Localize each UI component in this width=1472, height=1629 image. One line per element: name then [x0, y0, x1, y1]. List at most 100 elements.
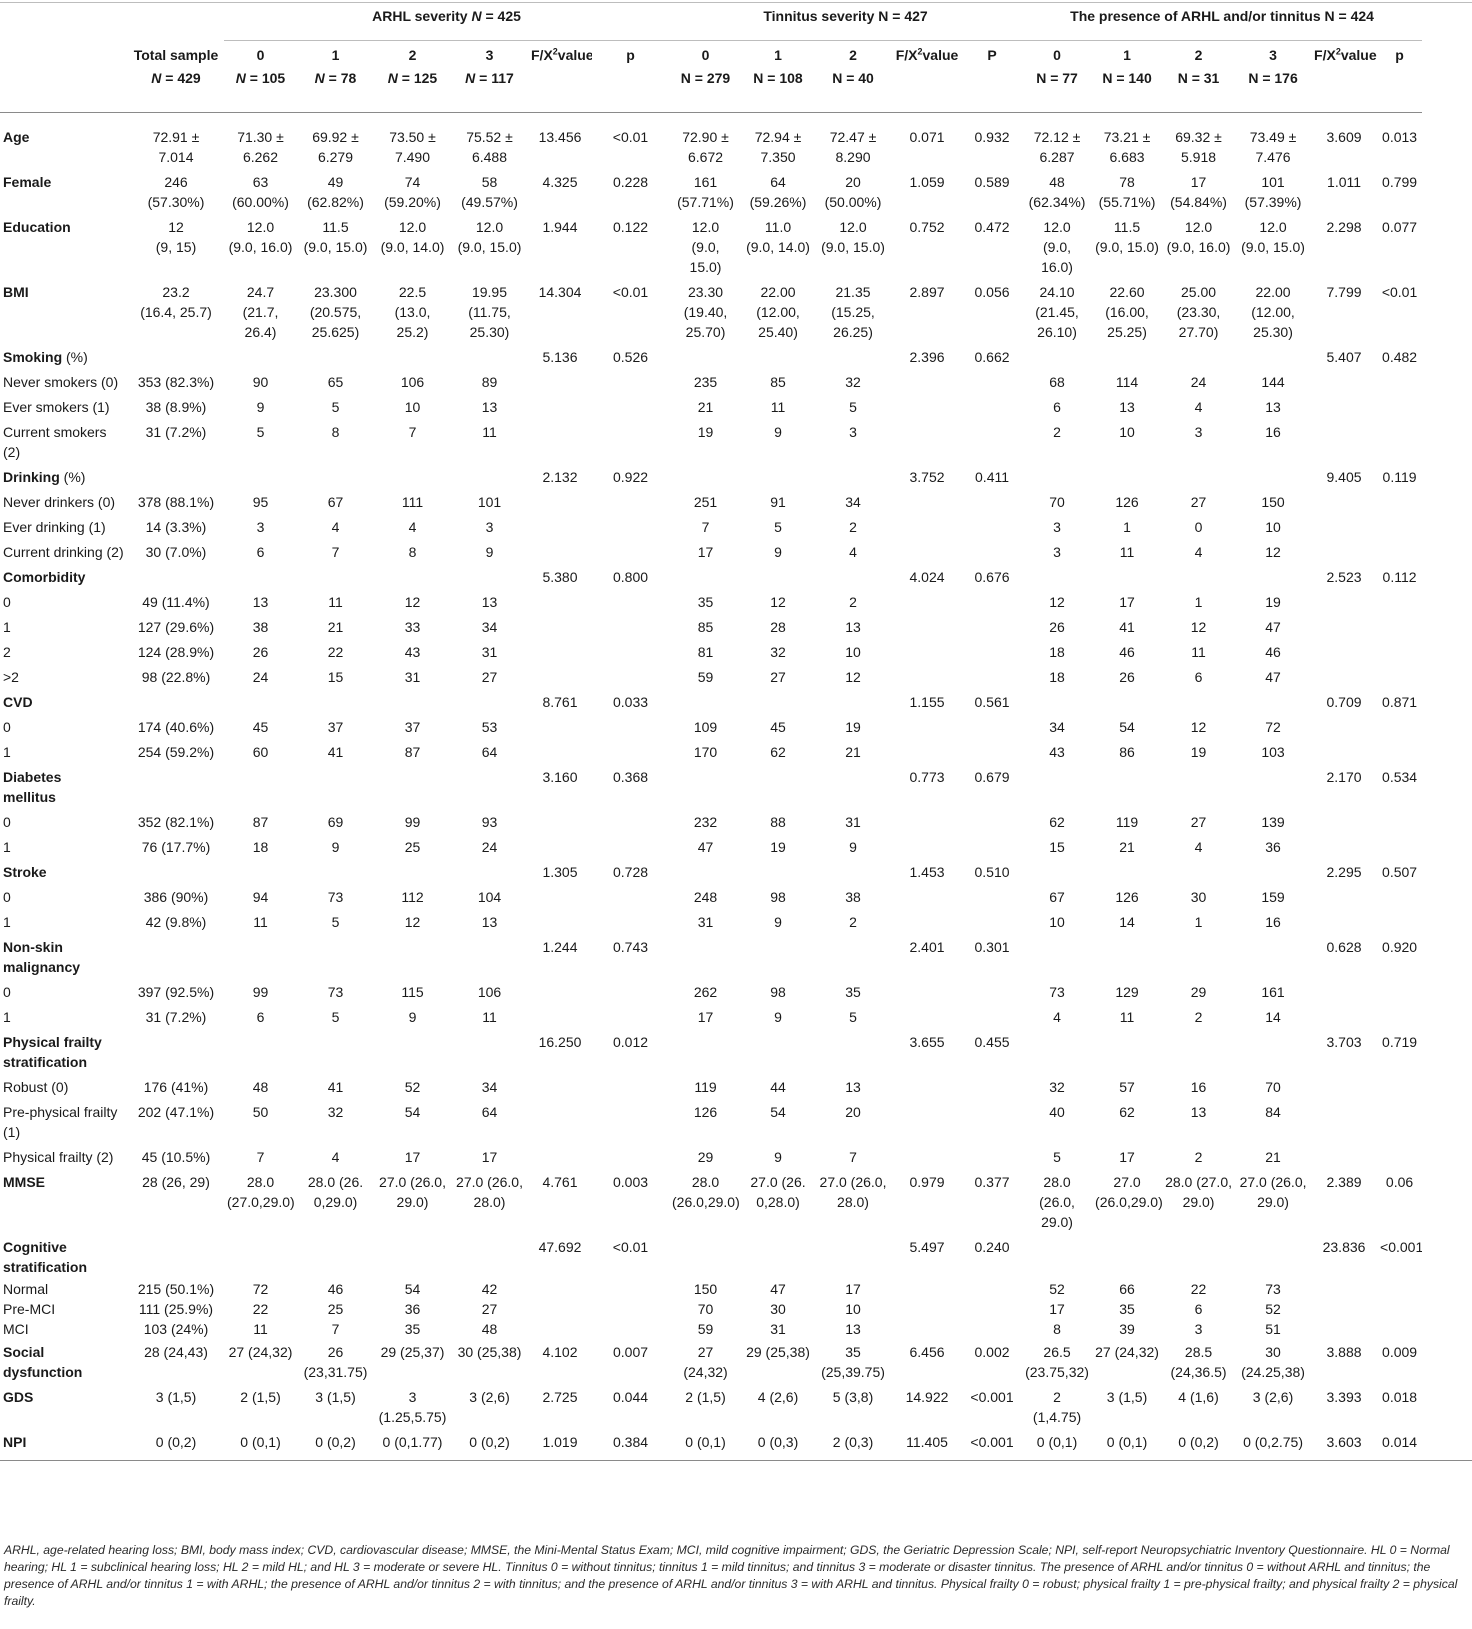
table-cell: 2.389	[1326, 1174, 1362, 1190]
table-cell: 26	[1119, 669, 1135, 685]
table-cell: 5 (3,8)	[832, 1389, 874, 1405]
table-cell: 144	[1261, 374, 1285, 390]
table-cell	[892, 739, 962, 764]
table-cell	[1162, 934, 1235, 979]
table-cell	[224, 564, 297, 589]
table-cell: 4	[331, 519, 340, 535]
table-cell: 6	[1194, 1301, 1203, 1317]
table-cell	[1092, 464, 1162, 489]
table-cell: 91	[770, 494, 786, 510]
table-cell	[962, 614, 1022, 639]
table-cell: 397 (92.5%)	[137, 984, 215, 1000]
table-cell: 17	[697, 544, 714, 560]
table-cell	[1377, 714, 1422, 739]
table-cell: 12.0 (9.0, 14.0)	[380, 219, 445, 255]
table-cell: 85	[770, 374, 786, 390]
table-cell	[297, 859, 374, 884]
table-cell: 0.411	[975, 469, 1010, 485]
table-cell: 7	[331, 544, 340, 560]
filler-cell	[1422, 369, 1472, 394]
table-cell: 28.0 (26. 0,29.0)	[307, 1174, 364, 1210]
table-cell: 27.0 (26.0, 28.0)	[456, 1174, 523, 1210]
table-cell	[297, 689, 374, 714]
table-row: Ever smokers (1) 38 (8.9%) 9 5 10 13 21 11 5 6 13 4…	[0, 394, 1472, 419]
table-cell: 101	[477, 494, 502, 510]
table-cell: 87	[404, 744, 421, 760]
table-cell: <0.001	[1380, 1239, 1423, 1255]
row-label: 0	[0, 714, 128, 739]
table-cell	[1377, 1319, 1422, 1339]
table-cell: 6	[256, 1009, 265, 1025]
table-cell	[592, 884, 669, 909]
table-cell	[451, 764, 528, 809]
table-cell: 47	[1265, 669, 1281, 685]
table-cell: 38	[252, 619, 269, 635]
table-cell: 47	[770, 1281, 786, 1297]
table-cell	[374, 1029, 451, 1074]
filler-cell	[1422, 809, 1472, 834]
table-cell: 159	[1261, 889, 1285, 905]
row-label: Never drinkers (0)	[0, 489, 128, 514]
table-cell: 4 (1,6)	[1178, 1389, 1219, 1405]
table-cell: 66	[1119, 1281, 1135, 1297]
table-cell	[892, 514, 962, 539]
table-cell: 13.456	[538, 129, 582, 145]
row-label: Physical frailty (2)	[0, 1144, 128, 1169]
table-cell: 47.692	[538, 1239, 582, 1255]
table-cell: 5	[331, 399, 340, 415]
table-row: 0 174 (40.6%) 45 37 37 53 109 45 19 34 54 12 72	[0, 714, 1472, 739]
table-cell	[1092, 1234, 1162, 1279]
table-cell: 126	[1115, 889, 1139, 905]
table-cell: 34	[481, 619, 498, 635]
presence-0-header: 0 N = 77	[1022, 40, 1093, 113]
table-cell: 0.301	[974, 939, 1010, 955]
table-cell: 10	[845, 644, 861, 660]
table-cell	[1022, 1234, 1092, 1279]
table-cell	[962, 909, 1022, 934]
table-cell	[528, 489, 592, 514]
table-cell: 46	[1265, 644, 1281, 660]
table-cell: 1	[1194, 594, 1203, 610]
table-cell	[1092, 689, 1162, 714]
table-cell	[128, 344, 224, 369]
table-cell: 36	[404, 1301, 421, 1317]
table-cell: 44	[770, 1079, 786, 1095]
table-cell: 0.728	[612, 864, 649, 880]
table-cell: 12.0 (9.0, 15.0)	[1241, 219, 1305, 255]
table-row: 0 352 (82.1%) 87 69 99 93 232 88 31 62 119 27 139	[0, 809, 1472, 834]
table-cell: 0.240	[974, 1239, 1010, 1255]
table-cell: 0.384	[592, 1429, 670, 1461]
row-label-suffix: (%)	[59, 469, 86, 485]
table-cell: 5	[774, 519, 782, 535]
table-cell: 4.102	[542, 1344, 578, 1360]
table-cell: 25	[404, 839, 421, 855]
table-cell: 0.112	[1382, 569, 1417, 585]
presence-p-header: p	[1377, 40, 1423, 113]
table-cell: 7	[331, 1321, 340, 1337]
filler-cell	[1422, 279, 1472, 344]
table-row: BMI 23.2 (16.4, 25.7) 24.7 (21.7, 26.4) 23.…	[0, 279, 1472, 344]
table-cell: 41	[327, 744, 344, 760]
table-cell: 10	[845, 1301, 861, 1317]
table-cell: 76 (17.7%)	[141, 839, 211, 855]
table-cell: 3 (1,5)	[315, 1389, 356, 1405]
table-cell: 10	[1049, 914, 1065, 930]
table-cell: 3.393	[1326, 1389, 1362, 1405]
tinnitus-group-header: Tinnitus severity N = 427	[669, 2, 1023, 41]
table-cell: 17	[1119, 594, 1135, 610]
table-cell	[528, 539, 592, 564]
table-cell: 17	[845, 1281, 861, 1297]
table-cell: 41	[1119, 619, 1135, 635]
table-cell: 0.013	[1382, 129, 1418, 145]
table-cell: 0.922	[612, 469, 649, 485]
table-cell	[892, 1099, 962, 1144]
table-cell	[669, 859, 742, 884]
row-label-text: Non-skin malignancy	[3, 939, 81, 975]
table-cell	[962, 834, 1022, 859]
table-cell: 24	[252, 669, 269, 685]
table-cell: <0.01	[612, 284, 649, 300]
table-cell: 11.5 (9.0, 15.0)	[303, 219, 368, 255]
table-cell: 0.033	[612, 694, 649, 710]
table-cell: 69	[327, 814, 344, 830]
table-cell: 9	[774, 1149, 782, 1165]
